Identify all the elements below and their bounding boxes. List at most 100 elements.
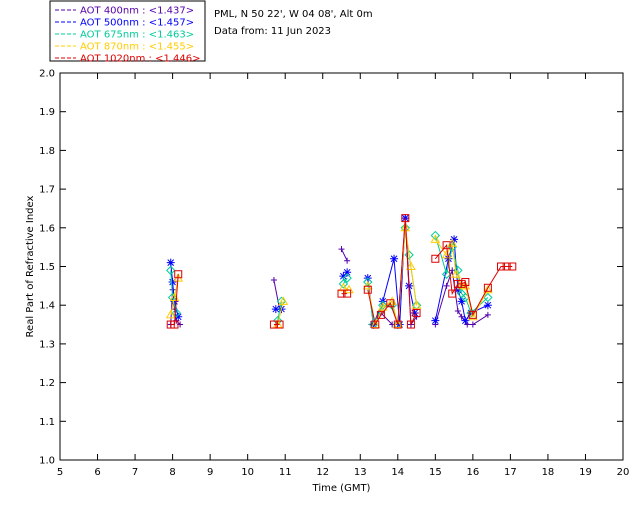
data-point [508,262,517,271]
data-point [378,300,388,310]
series-4 [165,222,493,329]
x-tick-label: 7 [132,467,138,478]
x-axis: 5 6 7 8 9 10 11 12 13 14 15 16 17 18 19 20 [57,73,630,478]
data-point [271,305,280,314]
data-point [338,246,345,253]
data-point [406,261,416,270]
data-point [469,321,476,328]
y-tick-label: 1.6 [39,223,55,234]
x-tick-label: 11 [279,467,292,478]
data-point [442,241,451,250]
y-tick-label: 1.9 [39,107,55,118]
series-line [170,218,489,326]
legend-entry-label: AOT 870nm : <1.455> [80,42,194,53]
data-point [344,257,351,264]
data-point [386,299,395,308]
data-point [166,265,176,276]
data-point [483,284,493,294]
data-point [168,277,177,286]
legend-entry-label: AOT 500nm : <1.457> [80,18,194,29]
y-tick-label: 1.7 [39,185,55,196]
x-tick-label: 15 [429,467,442,478]
series-5 [166,214,517,329]
legend-entry-label: AOT 1020nm : <1.446> [80,54,200,65]
y-tick-label: 1.3 [39,339,55,350]
y-tick-label: 1.8 [39,146,55,157]
data-point [393,320,402,329]
data-point [502,262,511,271]
data-point [448,289,457,298]
data-point [269,320,278,329]
data-point [483,283,492,292]
legend-entry-label: AOT 400nm : <1.437> [80,6,194,17]
y-tick-label: 1.4 [39,301,55,312]
data-point [166,258,175,267]
y-axis: 1.0 1.1 1.2 1.3 1.4 1.5 1.6 1.7 1.8 1.9 2.0 [39,69,623,467]
data-point [401,214,410,223]
series-line [170,227,489,327]
data-point [400,222,411,232]
x-axis-label: Time (GMT) [312,483,371,494]
legend-entry-label: AOT 675nm : <1.463> [80,30,194,41]
data-point [468,310,477,319]
data-point [339,272,348,281]
data-point [404,250,414,260]
data-point [170,297,179,306]
x-tick-label: 10 [241,467,254,478]
data-point [376,310,385,319]
legend: AOT 400nm : <1.437>AOT 500nm : <1.457>AO… [55,6,200,65]
data-point [461,277,470,286]
data-point [344,284,354,294]
y-tick-label: 1.1 [39,417,55,428]
data-point [468,311,478,321]
y-tick-label: 1.0 [39,456,55,467]
data-point [483,292,493,303]
y-axis-label: Real Part of Refractive Index [25,195,36,337]
x-tick-label: 5 [57,467,63,478]
x-tick-label: 9 [207,467,213,478]
data-point [443,282,450,289]
plot-area [59,72,624,461]
data-point [278,296,289,305]
data-point [411,300,422,309]
data-point [390,254,399,263]
data-point [441,249,452,259]
data-point [453,285,462,294]
data-point [165,309,176,319]
data-point [454,308,461,315]
data-point [497,262,506,271]
series-1 [167,215,491,328]
x-tick-label: 20 [617,467,630,478]
x-tick-label: 14 [391,467,404,478]
series-layer [165,214,517,330]
data-point [410,308,419,317]
data-point [431,254,440,263]
data-point [275,320,284,329]
data-point [431,316,440,325]
x-tick-label: 17 [504,467,517,478]
data-point [362,280,373,290]
data-point [170,320,179,329]
x-tick-label: 19 [579,467,592,478]
data-point [371,320,380,329]
data-point [171,308,182,318]
x-tick-label: 12 [316,467,329,478]
data-point [484,311,491,318]
x-tick-label: 16 [466,467,479,478]
date-info-text: Data from: 11 Jun 2023 [214,26,331,37]
y-tick-label: 1.2 [39,378,55,389]
data-point [343,289,352,298]
data-point [270,277,277,284]
site-info-text: PML, N 50 22', W 04 08', Alt 0m [214,9,373,20]
data-point [430,234,441,243]
data-point [276,296,287,307]
data-point [451,269,461,278]
legend-box [49,0,206,62]
data-point [441,269,452,279]
x-tick-label: 13 [354,467,367,478]
x-tick-label: 18 [542,467,555,478]
y-tick-label: 2.0 [39,69,55,80]
data-point [458,313,465,320]
data-point [377,302,388,311]
x-tick-label: 8 [169,467,175,478]
